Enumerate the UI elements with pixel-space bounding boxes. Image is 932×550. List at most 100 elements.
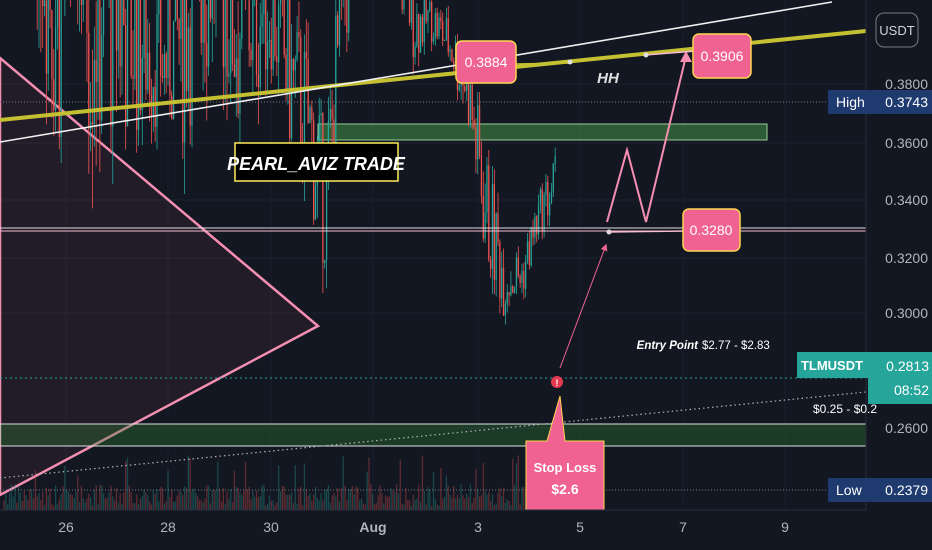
stop-loss-value: $2.6	[551, 481, 578, 497]
volume-bar	[248, 487, 250, 510]
volume-bar	[12, 496, 14, 510]
candle-body	[230, 0, 232, 74]
volume-bar	[447, 485, 449, 510]
candle-body	[427, 10, 429, 22]
volume-bar	[43, 505, 46, 510]
volume-bar	[77, 475, 79, 510]
low-price-text: Low	[836, 482, 863, 498]
candle-body	[423, 0, 425, 43]
volume-bar	[93, 489, 95, 510]
candle-body	[515, 257, 518, 288]
volume-bar	[215, 490, 217, 510]
volume-bar	[32, 498, 35, 510]
volume-bar	[108, 492, 110, 510]
volume-bar	[209, 503, 212, 510]
volume-bar	[104, 498, 107, 510]
volume-bar	[401, 503, 403, 510]
volume-bar	[515, 463, 518, 510]
candle-body	[263, 0, 265, 15]
volume-bar	[480, 495, 483, 510]
candle-body	[261, 14, 263, 27]
volume-bar	[82, 498, 84, 510]
volume-bar	[69, 493, 72, 510]
candle-body	[431, 2, 433, 42]
y-tick-label: 0.2600	[885, 420, 928, 436]
volume-bar	[353, 494, 355, 510]
candle-body	[139, 0, 142, 111]
volume-bar	[36, 496, 38, 510]
volume-bar	[311, 500, 313, 510]
target-box-1[interactable]: 0.3884	[455, 40, 517, 84]
volume-bar	[445, 475, 448, 510]
candle-body	[318, 115, 320, 143]
volume-bar	[279, 491, 282, 510]
candle-body	[473, 119, 475, 128]
alert-icon[interactable]	[551, 376, 563, 388]
volume-bar	[165, 500, 167, 510]
candle-body	[60, 0, 62, 137]
volume-bar	[333, 493, 335, 510]
candle-body	[545, 182, 547, 195]
candle-body	[322, 113, 324, 264]
alert-icon-glyph: !	[556, 378, 559, 388]
candle-body	[80, 0, 83, 5]
volume-bar	[78, 501, 81, 510]
candle-body	[171, 95, 173, 120]
target-box-3[interactable]: 0.3280	[682, 208, 741, 252]
candle-body	[200, 0, 202, 43]
candle-body	[185, 0, 188, 92]
x-tick-label: 7	[679, 519, 687, 535]
candle-body	[419, 16, 422, 53]
candle-body	[429, 2, 431, 11]
volume-bar	[160, 486, 162, 510]
volume-bar	[458, 498, 460, 510]
candle-body	[252, 0, 254, 60]
candle-body	[156, 14, 158, 127]
candle-body	[51, 9, 53, 80]
volume-bar	[287, 494, 289, 510]
volume-bars	[3, 455, 556, 510]
target-box-2[interactable]: 0.3906	[692, 33, 752, 79]
last-price-symbol: TLMUSDT	[801, 358, 863, 373]
currency-badge[interactable]	[875, 12, 919, 48]
volume-bar	[502, 488, 505, 510]
volume-bar	[301, 505, 304, 510]
volume-bar	[399, 459, 401, 510]
time-axis[interactable]	[0, 510, 866, 550]
volume-bar	[180, 491, 182, 510]
candle-body	[102, 0, 105, 35]
volume-bar	[184, 486, 186, 510]
candle-body	[493, 184, 495, 280]
volume-bar	[313, 494, 315, 510]
volume-bar	[427, 487, 429, 510]
volume-bar	[250, 499, 252, 510]
candle-body	[416, 14, 418, 47]
volume-bar	[261, 485, 263, 510]
volume-bar	[324, 489, 326, 510]
volume-bar	[156, 489, 158, 510]
volume-bar	[419, 501, 422, 510]
candle-body	[506, 292, 508, 304]
volume-bar	[359, 500, 361, 510]
volume-bar	[327, 484, 330, 510]
candle-body	[54, 26, 57, 111]
candle-body	[101, 34, 103, 121]
volume-bar	[501, 496, 503, 510]
volume-bar	[466, 493, 468, 510]
candle-body	[89, 121, 92, 130]
volume-bar	[137, 504, 140, 510]
watermark-text: PEARL_AVIZ TRADE	[227, 154, 406, 174]
volume-bar	[40, 500, 42, 510]
volume-bar	[394, 491, 396, 510]
x-tick-label: Aug	[359, 519, 386, 535]
volume-bar	[383, 503, 385, 510]
volume-bar	[143, 489, 145, 510]
volume-bar	[73, 497, 75, 510]
support-range-label: $0.25 - $0.2	[813, 402, 877, 416]
candle-body	[403, 0, 405, 10]
candle-body	[148, 52, 151, 96]
volume-bar	[366, 471, 368, 510]
volume-bar	[438, 505, 440, 510]
volume-bar	[491, 494, 494, 510]
